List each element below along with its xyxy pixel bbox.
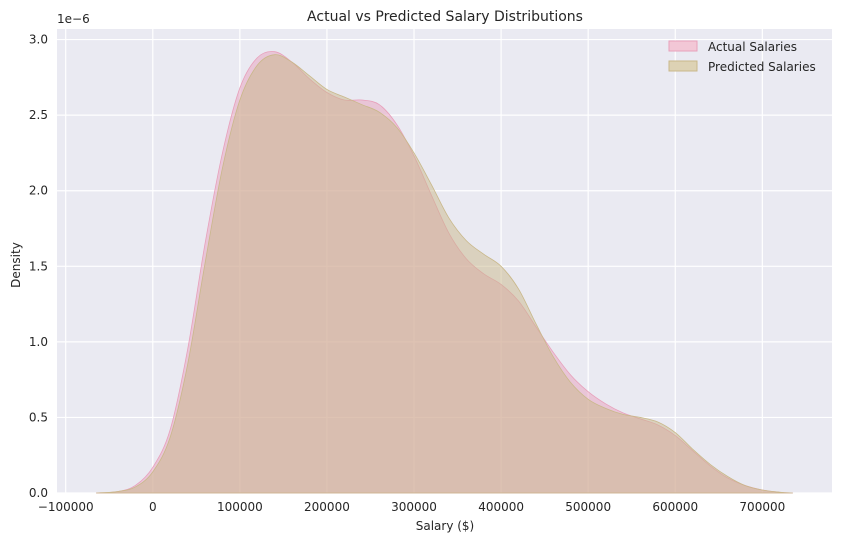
legend-swatch-predicted (668, 60, 698, 72)
y-axis-label: Density (9, 242, 23, 288)
density-area-predicted-salaries (96, 54, 793, 494)
legend-label-actual: Actual Salaries (708, 40, 797, 54)
legend-swatch-actual (668, 40, 698, 52)
x-axis-ticks: −100000 0 100000 200000 300000 400000 500000 60… (38, 500, 785, 514)
y-tick-label: 0.5 (29, 410, 48, 424)
density-series (96, 51, 793, 494)
chart-title: Actual vs Predicted Salary Distributions (307, 9, 583, 25)
x-tick-label: 600000 (652, 500, 698, 514)
x-axis-label: Salary ($) (416, 519, 475, 533)
x-tick-label: 700000 (739, 500, 785, 514)
y-axis-ticks: 0.0 0.5 1.0 1.5 2.0 2.5 3.0 (29, 33, 48, 500)
legend: Actual Salaries Predicted Salaries (668, 40, 816, 74)
x-tick-label: 400000 (478, 500, 524, 514)
x-tick-label: 100000 (217, 500, 263, 514)
legend-label-predicted: Predicted Salaries (708, 60, 816, 74)
y-tick-label: 2.5 (29, 108, 48, 122)
x-tick-label: 300000 (391, 500, 437, 514)
y-tick-label: 3.0 (29, 33, 48, 47)
y-tick-label: 2.0 (29, 184, 48, 198)
x-tick-label: 0 (149, 500, 157, 514)
x-tick-label: 200000 (304, 500, 350, 514)
x-tick-label: 500000 (565, 500, 611, 514)
y-scale-offset-label: 1e−6 (57, 12, 90, 26)
y-tick-label: 1.5 (29, 259, 48, 273)
y-tick-label: 0.0 (29, 486, 48, 500)
x-tick-label: −100000 (38, 500, 94, 514)
y-tick-label: 1.0 (29, 335, 48, 349)
